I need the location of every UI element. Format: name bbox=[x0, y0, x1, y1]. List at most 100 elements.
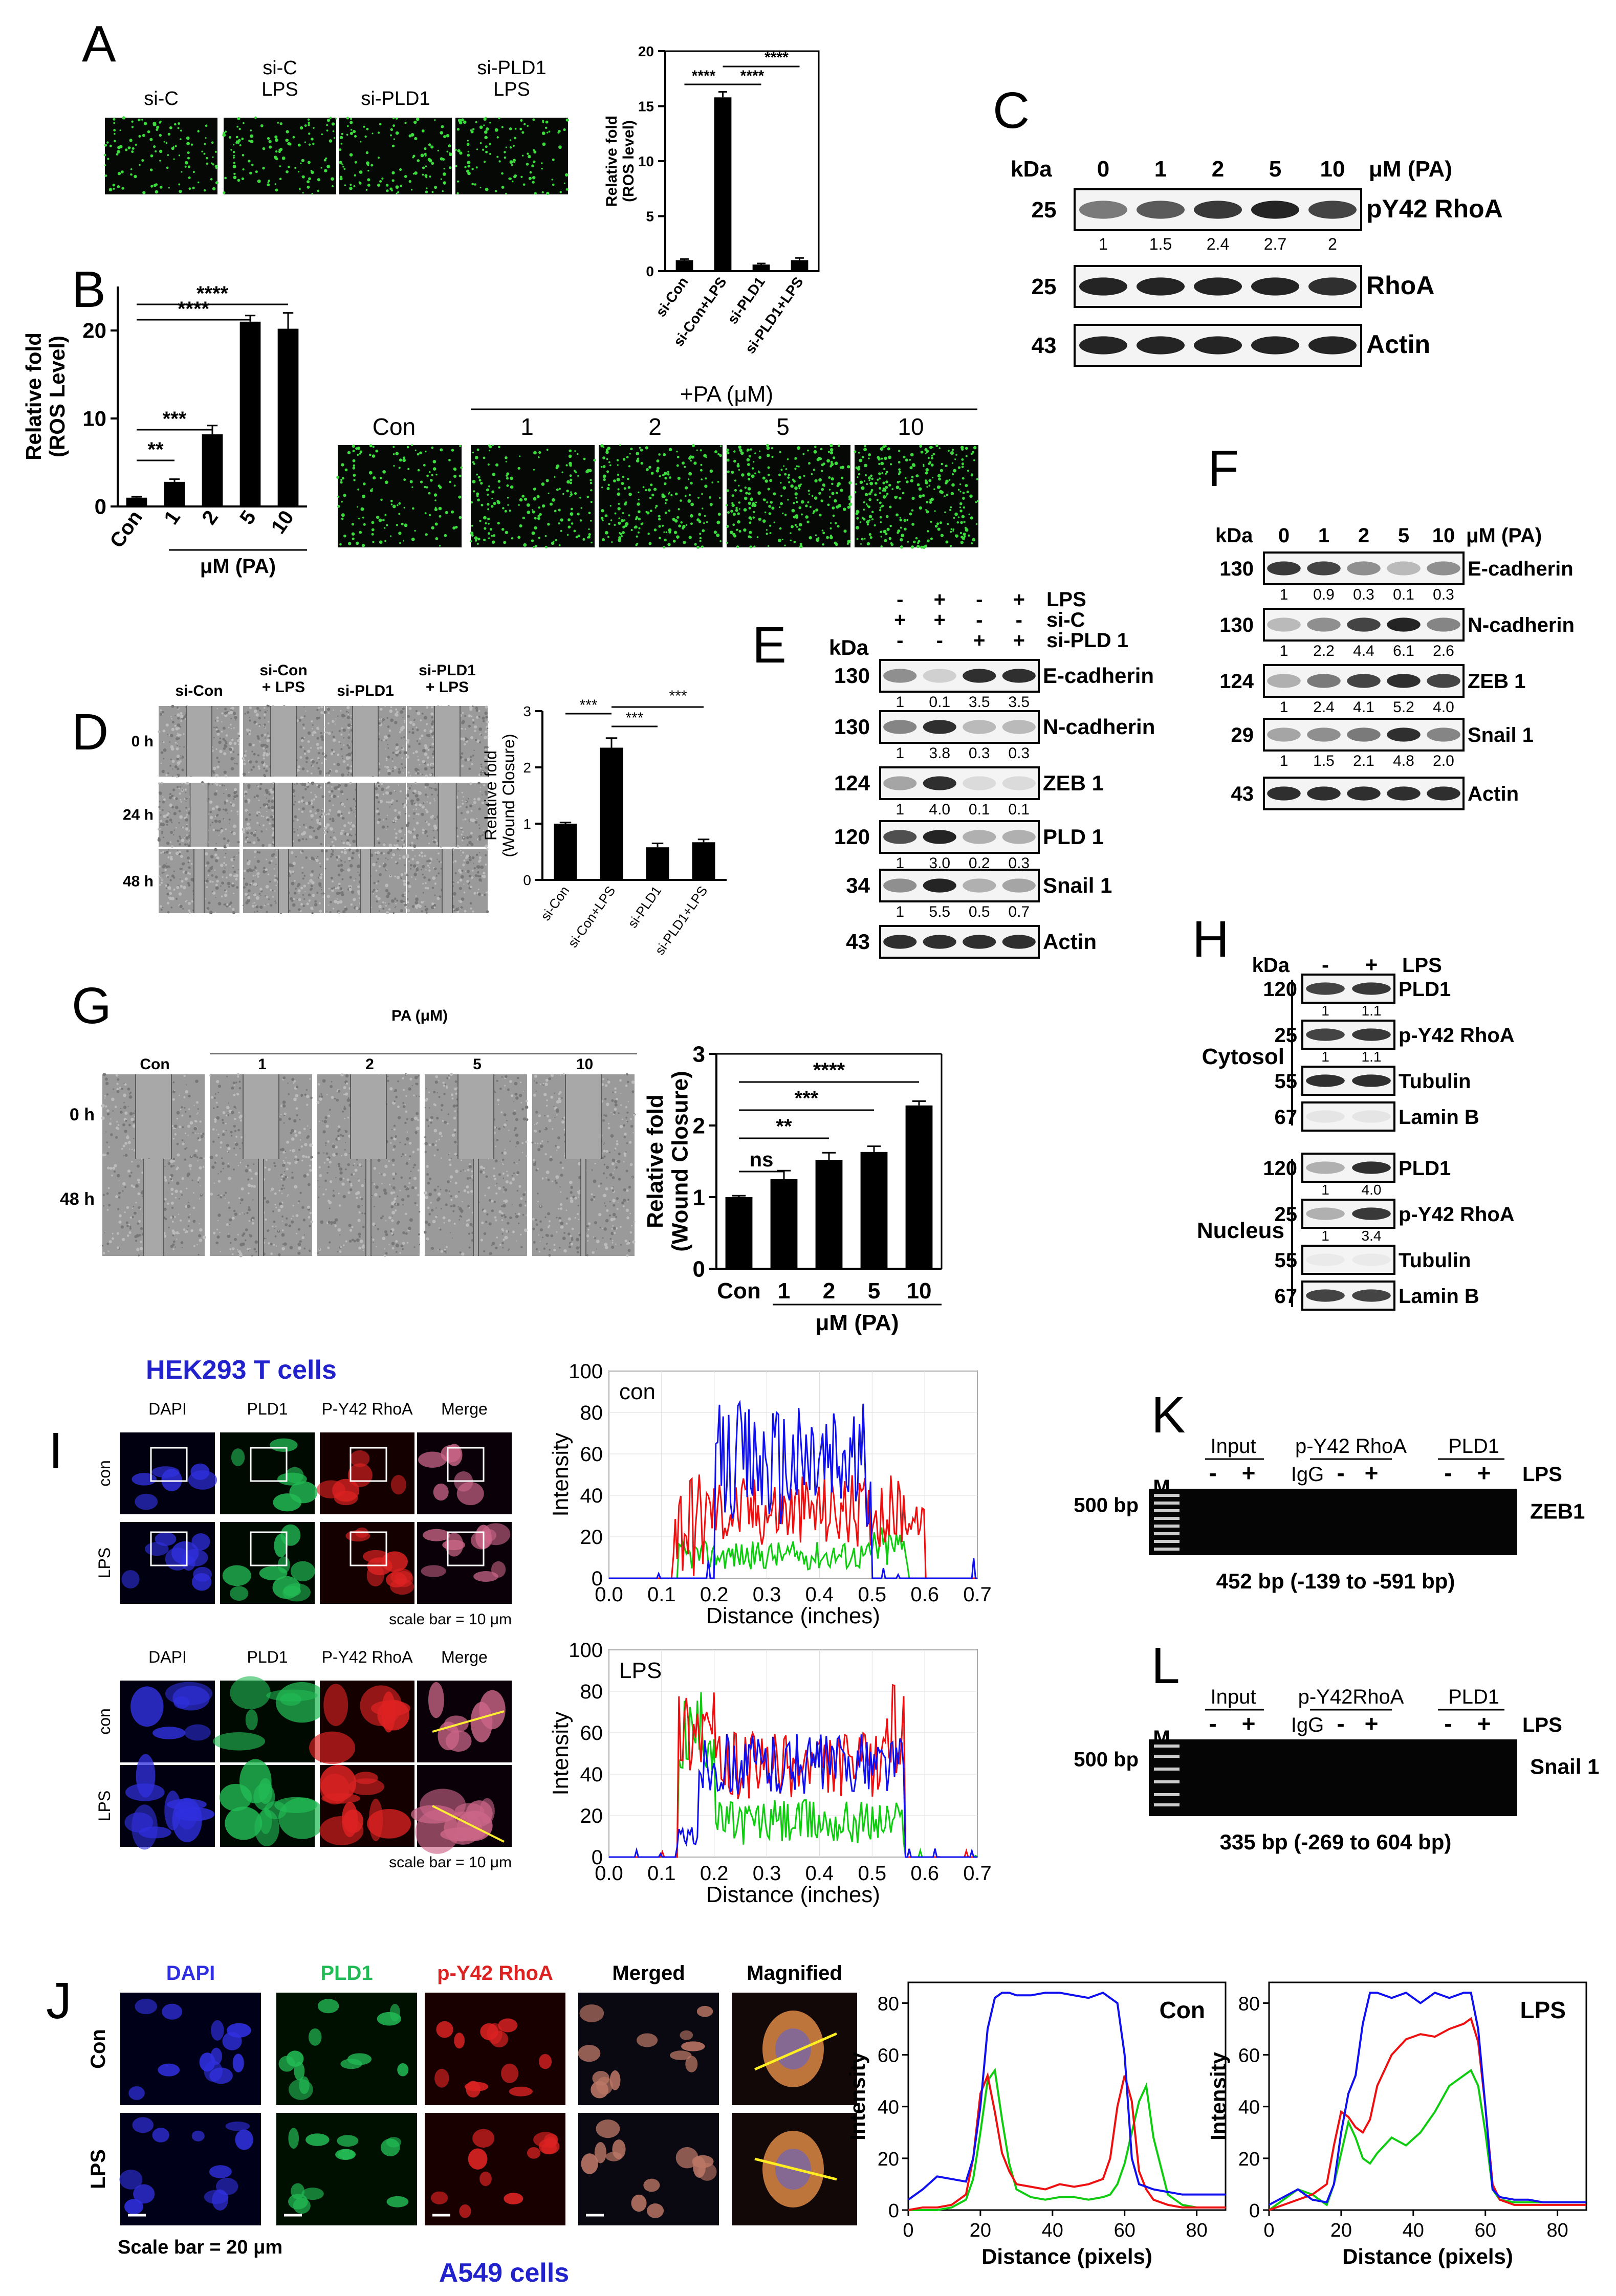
image-speckle bbox=[604, 531, 608, 535]
label-line: LPS bbox=[493, 79, 530, 100]
image-speckle bbox=[574, 492, 577, 495]
image-speckle bbox=[353, 811, 355, 813]
image-speckle bbox=[302, 192, 304, 194]
image-speckle bbox=[299, 745, 302, 748]
image-speckle bbox=[158, 791, 161, 793]
image-speckle bbox=[897, 529, 901, 533]
band bbox=[923, 720, 956, 734]
image-speckle bbox=[697, 496, 700, 499]
image-speckle bbox=[341, 829, 343, 832]
image-speckle bbox=[176, 767, 180, 770]
quant-value: 1 bbox=[1280, 699, 1289, 716]
image-speckle bbox=[176, 1142, 179, 1145]
image-speckle bbox=[183, 1074, 186, 1077]
image-speckle bbox=[670, 494, 673, 497]
image-speckle bbox=[216, 730, 220, 734]
image-speckle bbox=[431, 526, 434, 529]
kda-value: 130 bbox=[1219, 614, 1254, 636]
image-speckle bbox=[461, 791, 463, 794]
image-speckle bbox=[387, 725, 390, 728]
image-speckle bbox=[386, 826, 389, 828]
treatment-sign: + bbox=[1013, 629, 1025, 652]
image-speckle bbox=[869, 481, 873, 485]
image-speckle bbox=[554, 510, 557, 513]
image-speckle bbox=[918, 487, 922, 491]
image-speckle bbox=[680, 521, 683, 524]
image-speckle bbox=[956, 521, 959, 524]
image-speckle bbox=[163, 141, 165, 143]
image-speckle bbox=[186, 814, 188, 816]
image-speckle bbox=[353, 898, 356, 901]
image-speckle bbox=[236, 855, 237, 856]
image-speckle bbox=[264, 904, 266, 907]
image-speckle bbox=[186, 1147, 187, 1149]
image-speckle bbox=[116, 1090, 120, 1093]
image-speckle bbox=[237, 732, 240, 735]
image-speckle bbox=[407, 814, 410, 818]
image-speckle bbox=[848, 498, 851, 501]
image-speckle bbox=[329, 809, 331, 811]
image-speckle bbox=[264, 775, 266, 778]
image-speckle bbox=[580, 507, 583, 509]
image-speckle bbox=[653, 488, 657, 491]
image-speckle bbox=[352, 459, 356, 462]
image-speckle bbox=[837, 444, 840, 447]
band bbox=[1267, 617, 1301, 632]
image-speckle bbox=[393, 138, 395, 140]
image-speckle bbox=[512, 159, 516, 162]
image-speckle bbox=[274, 890, 276, 892]
image-speckle bbox=[401, 837, 403, 839]
image-speckle bbox=[190, 1155, 192, 1157]
image-speckle bbox=[339, 177, 343, 181]
image-speckle bbox=[878, 472, 881, 475]
image-speckle bbox=[933, 488, 935, 491]
image-speckle bbox=[667, 473, 670, 476]
image-speckle bbox=[175, 797, 178, 800]
image-speckle bbox=[235, 719, 237, 721]
image-speckle bbox=[160, 814, 162, 816]
image-speckle bbox=[432, 460, 436, 463]
image-speckle bbox=[270, 859, 273, 863]
image-speckle bbox=[168, 796, 172, 800]
image-speckle bbox=[293, 820, 295, 822]
image-speckle bbox=[750, 497, 754, 501]
image-speckle bbox=[391, 804, 393, 805]
image-speckle bbox=[417, 453, 420, 456]
image-speckle bbox=[322, 812, 326, 816]
image-speckle bbox=[128, 1095, 133, 1099]
image-speckle bbox=[124, 1142, 127, 1145]
image-speckle bbox=[422, 882, 424, 885]
image-speckle bbox=[868, 492, 871, 496]
image-speckle bbox=[519, 455, 521, 457]
image-speckle bbox=[165, 723, 169, 727]
image-speckle bbox=[215, 790, 217, 792]
image-speckle bbox=[756, 536, 759, 538]
image-speckle bbox=[363, 125, 365, 128]
image-speckle bbox=[470, 843, 474, 846]
image-speckle bbox=[373, 893, 375, 895]
image-speckle bbox=[738, 445, 741, 449]
image-speckle bbox=[467, 153, 470, 157]
image-speckle bbox=[462, 712, 464, 714]
image-speckle bbox=[297, 889, 301, 893]
band bbox=[1307, 674, 1341, 688]
image-speckle bbox=[220, 885, 222, 887]
band bbox=[1307, 617, 1341, 632]
image-speckle bbox=[127, 1106, 129, 1107]
image-speckle bbox=[354, 807, 356, 809]
image-speckle bbox=[187, 884, 191, 887]
image-speckle bbox=[461, 727, 462, 730]
image-speckle bbox=[350, 715, 352, 716]
image-speckle bbox=[385, 740, 387, 741]
image-speckle bbox=[300, 716, 302, 719]
image-speckle bbox=[428, 867, 430, 868]
image-speckle bbox=[350, 131, 353, 135]
image-speckle bbox=[340, 864, 343, 867]
image-speckle bbox=[168, 187, 170, 189]
image-speckle bbox=[565, 188, 569, 191]
image-speckle bbox=[339, 887, 343, 890]
image-speckle bbox=[167, 154, 169, 156]
image-speckle bbox=[668, 531, 671, 534]
image-speckle bbox=[237, 869, 239, 870]
band bbox=[1387, 561, 1421, 576]
